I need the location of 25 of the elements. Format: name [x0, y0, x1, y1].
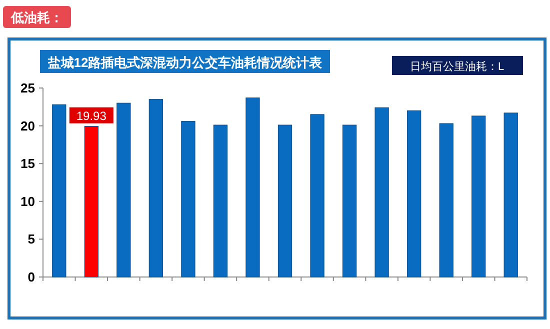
bar [472, 116, 486, 278]
y-tick-label: 25 [20, 80, 35, 96]
bar [310, 114, 324, 278]
bar [148, 99, 164, 278]
bar [278, 124, 292, 278]
bar [84, 126, 98, 278]
bar [504, 112, 518, 278]
bar [213, 124, 228, 278]
bar [439, 123, 454, 278]
y-tick-label: 5 [28, 232, 35, 247]
y-tick-label: 0 [28, 270, 35, 284]
bar [52, 104, 66, 278]
bar [342, 124, 357, 278]
y-tick-label: 10 [20, 194, 35, 209]
bar [116, 102, 131, 278]
bar [181, 120, 196, 278]
y-tick-label: 15 [20, 156, 35, 172]
chart-title: 盐城12路插电式深混动力公交车油耗情况统计表 [46, 55, 324, 70]
data-label: 19.93 [76, 108, 107, 123]
y-tick-label: 20 [20, 118, 35, 134]
bar [374, 107, 389, 278]
bar [246, 98, 260, 278]
text: 低油耗： [10, 10, 63, 25]
text: 日均百公里油耗：L [410, 60, 504, 73]
bar [406, 110, 422, 278]
